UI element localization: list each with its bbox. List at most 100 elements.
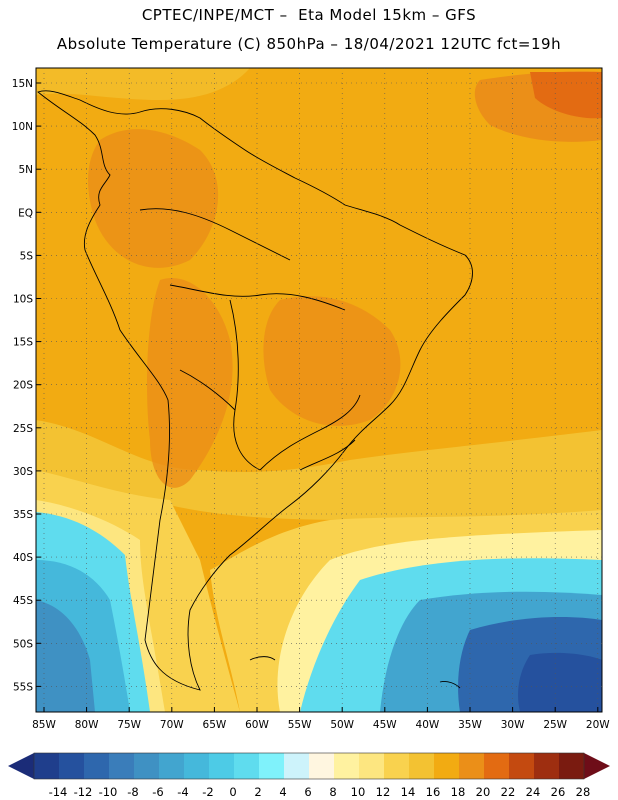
lat-tick-label: EQ — [18, 207, 33, 219]
lon-tick-label: 80W — [75, 719, 99, 731]
colorbar-cell — [434, 753, 460, 779]
colorbar-cell — [134, 753, 160, 779]
lon-tick-label: 70W — [160, 719, 184, 731]
temperature-field — [36, 68, 602, 712]
colorbar-label: 10 — [351, 785, 366, 799]
colorbar-cell — [184, 753, 210, 779]
lon-tick-label: 30W — [501, 719, 525, 731]
lon-tick-label: 50W — [330, 719, 354, 731]
coastlines — [37, 90, 473, 691]
colorbar-label: 14 — [401, 785, 416, 799]
colorbar-right-arrow — [584, 753, 610, 779]
border-3 — [259, 394, 361, 471]
lon-tick-label: 35W — [458, 719, 482, 731]
colorbar-label: 4 — [279, 785, 286, 799]
lat-tick-label: 10N — [12, 121, 33, 133]
colorbar-cell — [359, 753, 385, 779]
colorbar-label: 20 — [476, 785, 491, 799]
lat-tick-label: 25S — [13, 423, 33, 435]
colorbar-label: 16 — [426, 785, 441, 799]
field-warm-north — [88, 129, 219, 268]
lon-tick-label: 55W — [288, 719, 312, 731]
colorbar-label: 12 — [376, 785, 391, 799]
latitude-axis: 15N 10N 5N EQ 5S 10S 15S 20S 25S 30S 35S 40S 45S 50S 5… — [12, 78, 41, 693]
colorbar-cell — [209, 753, 235, 779]
colorbar-cell — [384, 753, 410, 779]
lat-tick-label: 40S — [13, 552, 33, 564]
lon-tick-label: 45W — [373, 719, 397, 731]
colorbar-cell — [509, 753, 535, 779]
colorbar-label: -8 — [127, 785, 138, 799]
colorbar-cell — [259, 753, 285, 779]
lat-tick-label: 20S — [13, 380, 33, 392]
lat-tick-label: 15N — [12, 78, 33, 90]
colorbar-label: -2 — [202, 785, 213, 799]
colorbar-cell — [84, 753, 110, 779]
colorbar-cell — [309, 753, 335, 779]
lat-tick-label: 55S — [13, 681, 33, 693]
colorbar-label: 0 — [229, 785, 236, 799]
lon-tick-label: 20W — [586, 719, 610, 731]
lon-tick-label: 60W — [245, 719, 269, 731]
colorbar-cell — [484, 753, 510, 779]
lon-tick-label: 75W — [117, 719, 141, 731]
map-frame — [35, 67, 603, 713]
colorbar-label: 26 — [551, 785, 566, 799]
colorbar-label: -4 — [177, 785, 188, 799]
colorbar-cell — [109, 753, 135, 779]
field-band-16 — [36, 420, 602, 520]
colorbar-left-arrow — [8, 753, 34, 779]
colorbar-cell — [409, 753, 435, 779]
colorbar-label: 24 — [526, 785, 541, 799]
falklands — [249, 656, 276, 661]
colorbar-cell — [559, 753, 585, 779]
longitude-axis: 85W 80W 75W 70W 65W 60W 55W 50W 45W 40W 35W 30W 25W 2… — [32, 707, 610, 731]
colorbar-labels: -14 -12 -10 -8 -6 -4 -2 0 2 4 6 8 10 12 14 16 18 20 22 24 26… — [49, 785, 591, 799]
colorbar-label: -6 — [152, 785, 163, 799]
colorbar-label: -14 — [49, 785, 68, 799]
south-georgia — [439, 681, 461, 689]
colorbar-cell — [34, 753, 60, 779]
colorbar-label: 28 — [576, 785, 591, 799]
lon-tick-label: 85W — [32, 719, 56, 731]
field-north-pacific — [36, 68, 250, 100]
colorbar-cell — [234, 753, 260, 779]
lat-tick-label: 10S — [13, 294, 33, 306]
lat-tick-label: 5N — [18, 164, 33, 176]
lon-tick-label: 25W — [543, 719, 567, 731]
colorbar-label: 6 — [304, 785, 311, 799]
lon-tick-label: 65W — [203, 719, 227, 731]
lat-tick-label: 5S — [20, 250, 34, 262]
colorbar-cell — [159, 753, 185, 779]
lat-tick-label: 50S — [13, 638, 33, 650]
colorbar-cell — [459, 753, 485, 779]
colorbar-label: -10 — [99, 785, 118, 799]
border-4 — [139, 208, 291, 261]
colorbar-label: -12 — [74, 785, 93, 799]
colorbar-cell — [284, 753, 310, 779]
south-america-outline — [37, 90, 473, 691]
border-6 — [299, 439, 356, 471]
field-cold-east-4 — [518, 652, 602, 712]
lon-tick-label: 40W — [416, 719, 440, 731]
field-warm-atlantic-core — [530, 72, 602, 119]
lat-tick-label: 30S — [13, 466, 33, 478]
field-warm-central — [263, 296, 401, 426]
colorbar-label: 8 — [329, 785, 336, 799]
lat-tick-label: 15S — [13, 337, 33, 349]
colorbar-frame — [33, 752, 585, 780]
colorbar-cells — [33, 752, 585, 780]
chart-title-line1: CPTEC/INPE/MCT – Eta Model 15km – GFS — [141, 6, 477, 24]
colorbar-label: 22 — [501, 785, 516, 799]
colorbar-label: 2 — [254, 785, 261, 799]
chart-title-line2: Absolute Temperature (C) 850hPa – 18/04/… — [56, 35, 562, 53]
colorbar-label: 18 — [451, 785, 466, 799]
field-warm-west — [147, 278, 233, 488]
border-1 — [169, 284, 346, 311]
colorbar-cell — [59, 753, 85, 779]
lat-tick-label: 45S — [13, 595, 33, 607]
colorbar-cell — [534, 753, 560, 779]
field-cold-west-3 — [36, 600, 95, 712]
